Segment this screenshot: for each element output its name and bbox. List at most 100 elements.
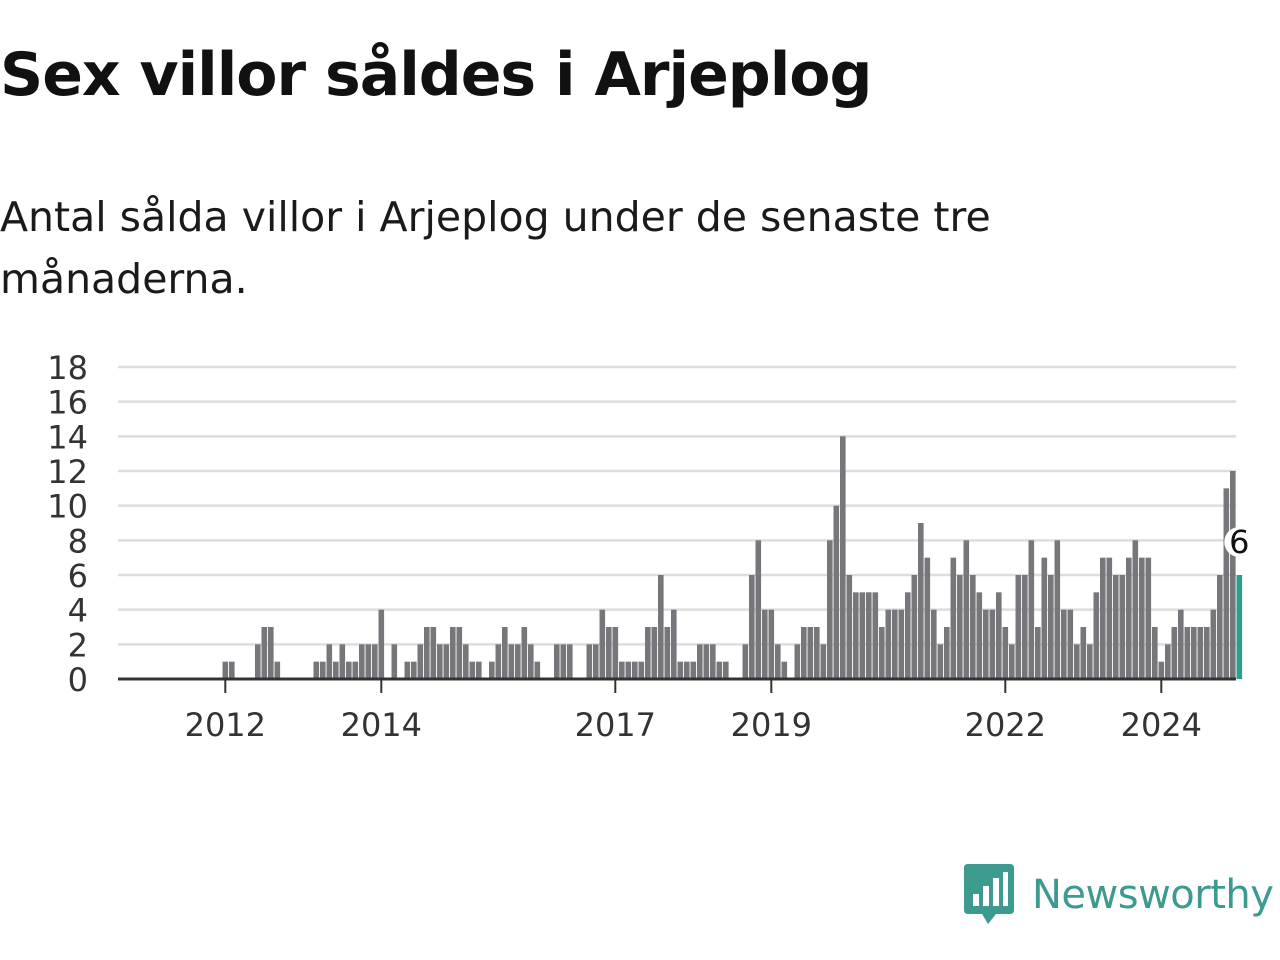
bar: [502, 627, 508, 679]
bar: [690, 661, 697, 679]
bar: [1210, 609, 1217, 679]
bar: [762, 609, 768, 679]
bar: [859, 592, 866, 679]
bar: [749, 575, 755, 679]
bar: [417, 644, 424, 679]
x-tick-label: 2017: [575, 706, 656, 744]
bar: [339, 644, 346, 679]
brand-logo: Newsworthy: [964, 862, 1274, 928]
bar: [645, 627, 651, 679]
bar: [1223, 488, 1230, 679]
bar: [671, 609, 677, 679]
data-label-bg: [1224, 527, 1255, 557]
newsworthy-logo-icon: [964, 864, 1014, 924]
bar: [716, 661, 723, 679]
bar: [937, 644, 944, 679]
bar: [1191, 627, 1197, 679]
bar: [983, 609, 989, 679]
bar: [437, 644, 443, 679]
y-tick-label: 16: [47, 384, 88, 422]
x-tick-label: 2012: [185, 706, 266, 744]
y-tick-label: 4: [68, 592, 88, 630]
bar: [931, 609, 937, 679]
bar: [677, 661, 684, 679]
bar: [1152, 627, 1158, 679]
bar: [963, 540, 970, 679]
bar: [827, 540, 833, 679]
bar: [1054, 540, 1061, 679]
bar: [840, 436, 846, 679]
bar: [619, 661, 625, 679]
bar: [508, 644, 515, 679]
bar: [1087, 644, 1093, 679]
bar: [255, 644, 261, 679]
bar: [313, 661, 320, 679]
data-label: 6: [1229, 523, 1249, 561]
highlight-bar: [1236, 575, 1243, 679]
bar: [443, 644, 450, 679]
bar: [606, 627, 612, 679]
bar: [1022, 575, 1028, 679]
bar: [1067, 609, 1074, 679]
bar: [846, 575, 853, 679]
bar: [274, 661, 281, 679]
bar: [528, 644, 534, 679]
bar: [365, 644, 372, 679]
bar: [1132, 540, 1139, 679]
bar: [918, 523, 924, 679]
bar: [352, 661, 359, 679]
bar: [489, 661, 495, 679]
bar: [495, 644, 502, 679]
bar: [1028, 540, 1035, 679]
bar: [476, 661, 482, 679]
bar: [1204, 627, 1210, 679]
bar: [957, 575, 963, 679]
y-tick-label: 14: [47, 418, 88, 456]
bar: [1145, 557, 1152, 679]
bar: [723, 661, 729, 679]
bar: [768, 609, 775, 679]
bar: [911, 575, 918, 679]
bar: [261, 627, 268, 679]
bar: [554, 644, 560, 679]
bar: [1061, 609, 1067, 679]
bar: [1035, 627, 1041, 679]
bar: [1119, 575, 1126, 679]
y-tick-label: 18: [47, 349, 88, 387]
bar: [1197, 627, 1204, 679]
bar: [1165, 644, 1171, 679]
bar: [625, 661, 632, 679]
bar: [320, 661, 326, 679]
bar: [268, 627, 274, 679]
y-tick-label: 8: [68, 522, 88, 560]
bar: [424, 627, 430, 679]
bar: [742, 644, 749, 679]
bar: [794, 644, 801, 679]
bar: [853, 592, 859, 679]
bar: [944, 627, 950, 679]
x-tick-label: 2019: [731, 706, 812, 744]
bar: [456, 627, 463, 679]
bar: [905, 592, 911, 679]
y-tick-label: 12: [47, 453, 88, 491]
bar: [599, 609, 606, 679]
bar: [1126, 557, 1132, 679]
bar: [879, 627, 885, 679]
bar: [638, 661, 645, 679]
bar: [1139, 557, 1145, 679]
bar: [534, 661, 541, 679]
bar: [326, 644, 333, 679]
bar: [567, 644, 573, 679]
bar: [515, 644, 521, 679]
bar: [469, 661, 476, 679]
bar: [372, 644, 378, 679]
bar: [411, 661, 417, 679]
bar: [1113, 575, 1119, 679]
bar: [989, 609, 996, 679]
x-tick-label: 2022: [965, 706, 1046, 744]
bar: [593, 644, 599, 679]
bar: [463, 644, 469, 679]
y-tick-label: 10: [47, 488, 88, 526]
bar: [359, 644, 365, 679]
